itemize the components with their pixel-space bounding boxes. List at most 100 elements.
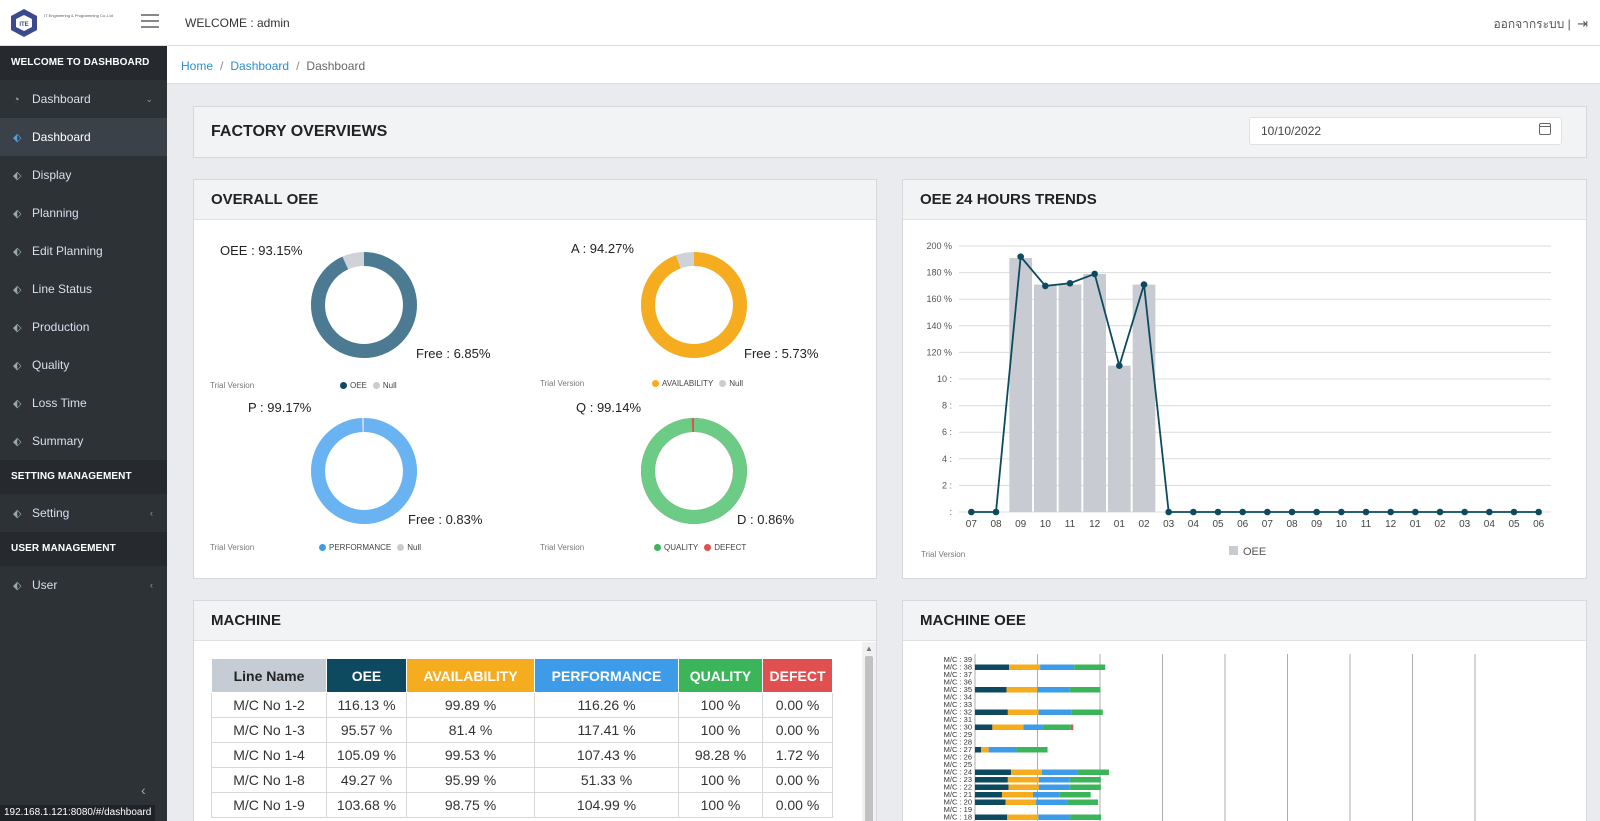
machine-oee-bar-segment xyxy=(1008,784,1039,790)
donut-chart xyxy=(311,252,417,358)
y-tick-label: M/C : 19 xyxy=(944,805,972,814)
table-cell: 100 % xyxy=(678,717,763,743)
table-cell: 95.57 % xyxy=(326,717,407,743)
donut-legend: OEE Null xyxy=(334,381,397,390)
column-header[interactable]: DEFECT xyxy=(762,658,833,693)
scroll-thumb[interactable] xyxy=(865,656,873,821)
y-tick-label: 8 : xyxy=(942,401,952,411)
breadcrumb-home[interactable]: Home xyxy=(181,59,214,73)
column-header[interactable]: Line Name xyxy=(211,658,327,693)
donut-rest-label: Free : 5.73% xyxy=(744,346,819,361)
table-row[interactable]: M/C No 1-9 103.68 % 98.75 % 104.99 % 100 % 0.… xyxy=(211,792,833,818)
y-tick-label: M/C : 32 xyxy=(944,708,972,717)
trend-point xyxy=(1239,508,1246,516)
legend-label: PERFORMANCE xyxy=(329,543,392,552)
scroll-up-icon[interactable]: ▲ xyxy=(865,644,873,653)
trial-version-text: Trial Version xyxy=(210,543,255,552)
overall-oee-title: OVERALL OEE xyxy=(194,180,876,220)
x-tick-label: 12 xyxy=(1089,519,1101,530)
trend-point xyxy=(1190,508,1197,516)
sidebar-item-edit-planning[interactable]: ⬖ Edit Planning xyxy=(0,232,167,270)
machine-oee-bar-segment xyxy=(1040,664,1075,670)
machine-oee-bar-segment xyxy=(1069,687,1101,693)
machine-oee-bar-segment xyxy=(1067,799,1099,805)
trend-point xyxy=(1436,508,1444,516)
table-row[interactable]: M/C No 1-2 116.13 % 99.89 % 116.26 % 100 % 0.… xyxy=(211,692,833,718)
table-scrollbar[interactable]: ▲ xyxy=(862,642,876,821)
trend-point xyxy=(1116,362,1123,369)
svg-text:ITE: ITE xyxy=(19,22,28,28)
sidebar-item-setting[interactable]: ⬖ Setting ‹ xyxy=(0,494,167,532)
y-tick-label: 2 : xyxy=(942,480,952,490)
trial-version-text: Trial Version xyxy=(921,550,965,559)
table-row[interactable]: M/C No 1-4 105.09 % 99.53 % 107.43 % 98.28 %… xyxy=(211,742,833,768)
tag-icon: ⬖ xyxy=(13,360,22,372)
column-header[interactable]: OEE xyxy=(326,658,407,693)
y-tick-label: M/C : 30 xyxy=(944,723,972,732)
donut-main-slice xyxy=(641,252,747,358)
sidebar-item-loss-time[interactable]: ⬖ Loss Time xyxy=(0,384,167,422)
sidebar-item-user[interactable]: ⬖ User ‹ xyxy=(0,566,167,604)
sidebar-item-summary[interactable]: ⬖ Summary xyxy=(0,422,167,460)
breadcrumb-dashboard[interactable]: Dashboard xyxy=(230,59,290,73)
chevron-down-icon: ⌄ xyxy=(145,94,153,104)
date-picker-input[interactable] xyxy=(1249,117,1562,145)
machine-oee-bar-segment xyxy=(975,792,1002,798)
machine-oee-bar-segment xyxy=(975,784,1009,790)
x-tick-label: 06 xyxy=(1237,519,1249,530)
sidebar-item-line-status[interactable]: ⬖ Line Status xyxy=(0,270,167,308)
sidebar-section-dashboard: WELCOME TO DASHBOARD xyxy=(0,46,167,80)
x-tick-label: 05 xyxy=(1508,519,1520,530)
trend-bar xyxy=(1107,365,1131,512)
y-tick-label: M/C : 18 xyxy=(944,813,972,821)
x-tick-label: 04 xyxy=(1484,519,1496,530)
x-tick-label: 04 xyxy=(1188,519,1200,530)
column-header[interactable]: QUALITY xyxy=(678,658,763,693)
y-tick-label: M/C : 25 xyxy=(944,760,972,769)
table-cell: 104.99 % xyxy=(534,792,679,818)
machine-oee-chart: M/C : 39M/C : 38M/C : 37M/C : 36M/C : 35… xyxy=(944,654,1476,821)
sidebar-item-label: Edit Planning xyxy=(32,244,103,258)
sidebar-item-planning[interactable]: ⬖ Planning xyxy=(0,194,167,232)
sidebar-item-label: Loss Time xyxy=(32,396,87,410)
table-cell: 117.41 % xyxy=(534,717,679,743)
table-cell: 0.00 % xyxy=(762,767,833,793)
x-tick-label: 05 xyxy=(1212,519,1224,530)
sidebar-item-production[interactable]: ⬖ Production xyxy=(0,308,167,346)
sidebar-collapse-icon[interactable]: ‹ xyxy=(141,782,146,798)
table-row[interactable]: M/C No 1-3 95.57 % 81.4 % 117.41 % 100 % 0.00… xyxy=(211,717,833,743)
breadcrumb-separator: / xyxy=(296,59,300,73)
table-cell: 116.26 % xyxy=(534,692,679,718)
logout-link[interactable]: ออกจากระบบ | ⇥ xyxy=(1493,15,1588,34)
column-header[interactable]: AVAILABILITY xyxy=(406,658,535,693)
legend-swatch xyxy=(1229,546,1238,555)
donut-main-label: Q : 99.14% xyxy=(576,400,642,415)
machine-oee-bar-segment xyxy=(1070,724,1074,730)
x-tick-label: 09 xyxy=(1015,519,1027,530)
menu-toggle-icon[interactable] xyxy=(141,14,159,30)
calendar-icon[interactable] xyxy=(1539,123,1551,135)
sidebar-item-quality[interactable]: ⬖ Quality xyxy=(0,346,167,384)
machine-oee-bar-segment xyxy=(975,687,1007,693)
legend-dot xyxy=(652,380,659,387)
table-row[interactable]: M/C No 1-8 49.27 % 95.99 % 51.33 % 100 % 0.00… xyxy=(211,767,833,793)
machine-oee-bar-segment xyxy=(1010,769,1042,775)
legend-dot xyxy=(704,544,712,551)
x-tick-label: 07 xyxy=(966,519,978,530)
tag-icon: ⬖ xyxy=(13,398,22,410)
column-header[interactable]: PERFORMANCE xyxy=(534,658,679,693)
machine-oee-bar-segment xyxy=(1007,814,1039,820)
x-tick-label: 08 xyxy=(1286,519,1298,530)
trend-point xyxy=(1066,279,1074,287)
top-bar: ITE IT Engineering & Programming Co.,Ltd… xyxy=(0,0,1600,46)
y-tick-label: M/C : 37 xyxy=(944,670,972,679)
machine-oee-bar-segment xyxy=(975,799,1006,805)
trend-point xyxy=(1165,508,1172,516)
sidebar-item-display[interactable]: ⬖ Display xyxy=(0,156,167,194)
sidebar-item-dashboard[interactable]: ◔ Dashboard ⌄ xyxy=(0,80,167,118)
table-cell: 0.00 % xyxy=(762,692,833,718)
x-tick-label: 02 xyxy=(1138,519,1150,530)
legend-dot xyxy=(340,382,347,389)
machine-oee-bar-segment xyxy=(1007,709,1039,715)
sidebar-item-dashboard[interactable]: ⬖ Dashboard xyxy=(0,118,167,156)
